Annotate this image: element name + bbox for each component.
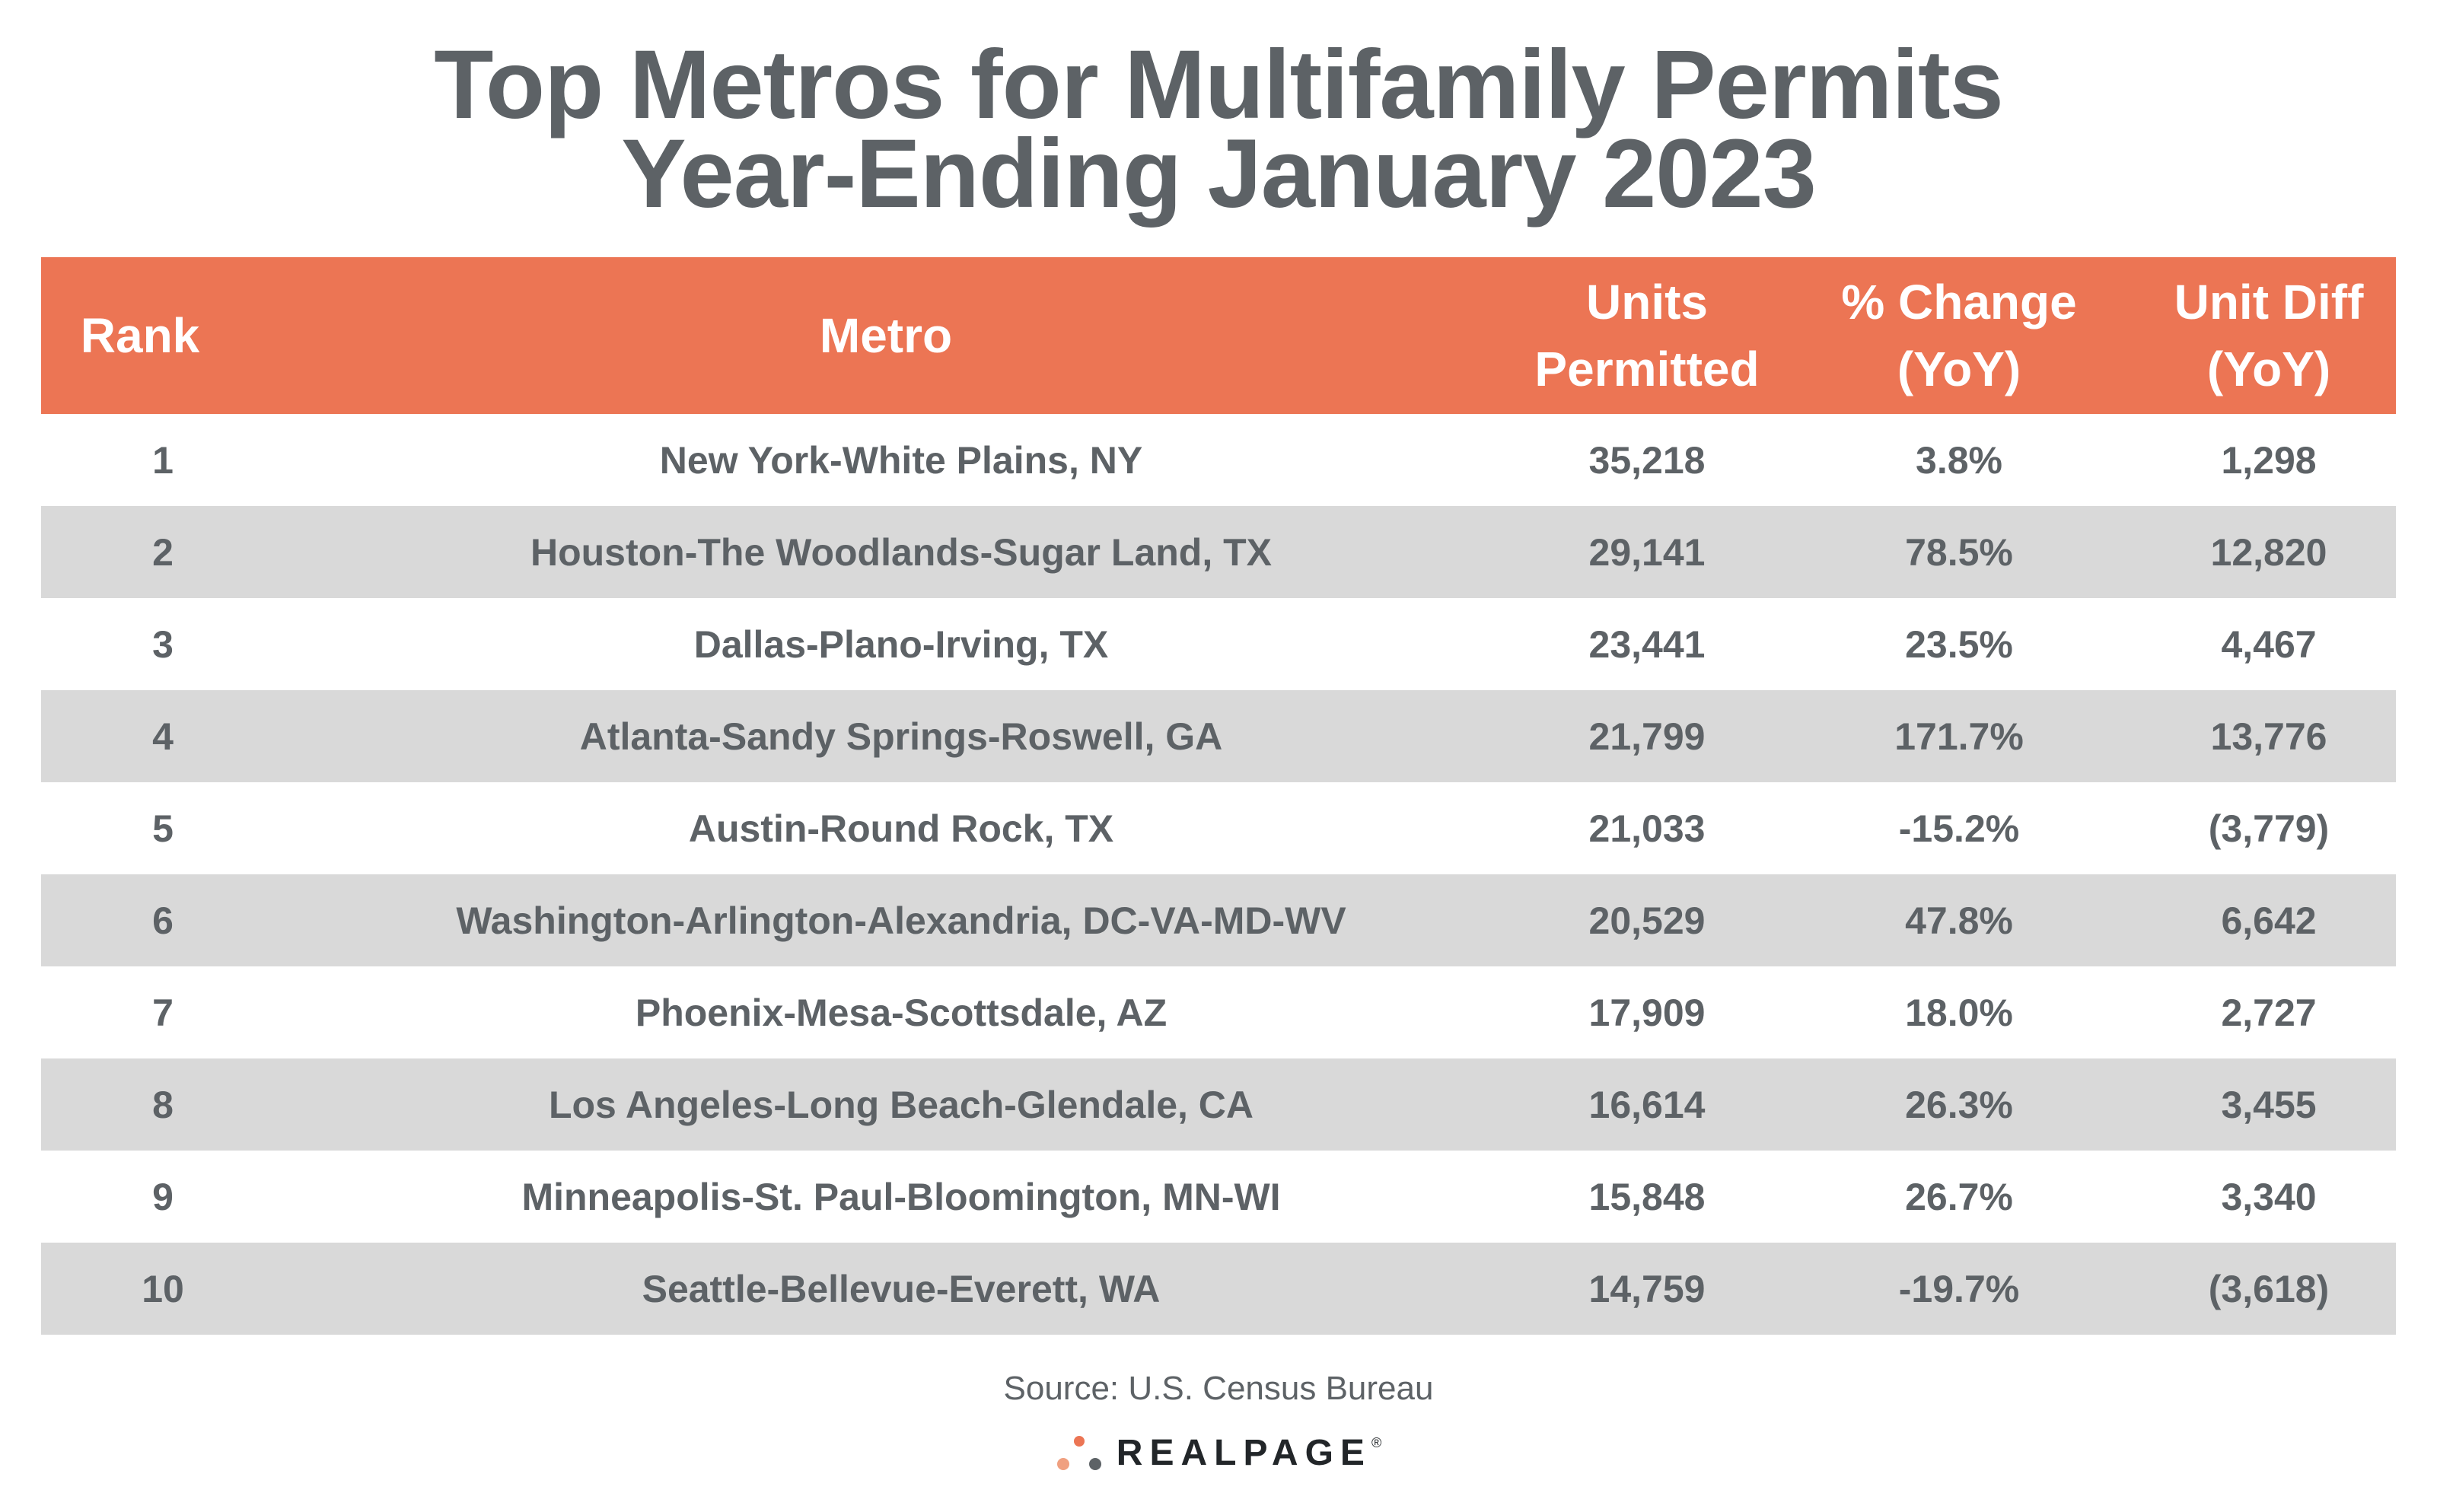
table-row: 4 Atlanta-Sandy Springs-Roswell, GA 21,799… (41, 690, 2396, 782)
units-permitted-cell: 21,799 (1588, 715, 1706, 758)
brand-dot (1073, 1435, 1085, 1447)
brand-dot (1056, 1457, 1069, 1470)
percent-change-cell: 26.7% (1905, 1175, 2013, 1218)
column-header-percent-change: % Change (YoY) (1841, 275, 2077, 396)
unit-diff-cell: 6,642 (2221, 899, 2317, 942)
unit-diff-cell: 1,298 (2221, 438, 2317, 482)
metro-cell: Washington-Arlington-Alexandria, DC-VA-M… (456, 899, 1346, 942)
metro-cell: New York-White Plains, NY (659, 438, 1143, 482)
rank-cell: 1 (152, 438, 174, 482)
table-row: 1 New York-White Plains, NY 35,218 3.8% 1,29… (41, 414, 2396, 506)
brand-logo: REALPAGE ® (0, 1432, 2437, 1474)
units-permitted-cell: 21,033 (1588, 807, 1706, 850)
column-header-rank: Rank (80, 308, 200, 363)
units-permitted-cell: 23,441 (1588, 622, 1706, 666)
units-permitted-cell: 17,909 (1588, 991, 1706, 1034)
percent-change-cell: -19.7% (1898, 1267, 2020, 1310)
units-permitted-cell: 14,759 (1588, 1267, 1706, 1310)
percent-change-cell: 3.8% (1916, 438, 2002, 482)
percent-change-cell: -15.2% (1898, 807, 2020, 850)
table-row: 8 Los Angeles-Long Beach-Glendale, CA 16,6… (41, 1058, 2396, 1151)
unit-diff-cell: 4,467 (2221, 622, 2317, 666)
percent-change-cell: 23.5% (1905, 622, 2013, 666)
metro-cell: Seattle-Bellevue-Everett, WA (642, 1267, 1161, 1310)
unit-diff-cell: 12,820 (2210, 530, 2327, 574)
metro-cell: Atlanta-Sandy Springs-Roswell, GA (579, 715, 1223, 758)
table-body: 1 New York-White Plains, NY 35,218 3.8% 1,29… (41, 414, 2396, 1335)
metro-cell: Los Angeles-Long Beach-Glendale, CA (548, 1083, 1254, 1126)
table-row: 7 Phoenix-Mesa-Scottsdale, AZ 17,909 18.0% 2… (41, 966, 2396, 1058)
rank-cell: 8 (152, 1083, 174, 1126)
rank-cell: 2 (152, 530, 174, 574)
table-row: 5 Austin-Round Rock, TX 21,033 -15.2% (3,779… (41, 782, 2396, 874)
metro-cell: Minneapolis-St. Paul-Bloomington, MN-WI (521, 1175, 1281, 1218)
percent-change-cell: 26.3% (1905, 1083, 2013, 1126)
rank-cell: 7 (152, 991, 174, 1034)
column-header-units-permitted: Units Permitted (1534, 275, 1760, 396)
source-note: Source: U.S. Census Bureau (1003, 1370, 1434, 1407)
metro-cell: Dallas-Plano-Irving, TX (693, 622, 1109, 666)
brand-registered-mark: ® (1371, 1435, 1382, 1450)
rank-cell: 9 (152, 1175, 174, 1218)
table-header-row: Rank Metro Units Permitted % Change (YoY… (41, 257, 2396, 414)
units-permitted-cell: 29,141 (1588, 530, 1706, 574)
unit-diff-cell: (3,779) (2208, 807, 2330, 850)
units-permitted-cell: 15,848 (1588, 1175, 1706, 1218)
table-row: 2 Houston-The Woodlands-Sugar Land, TX 29,… (41, 506, 2396, 598)
brand-dot (1088, 1457, 1101, 1470)
percent-change-cell: 171.7% (1894, 715, 2024, 758)
brand-name: REALPAGE (1116, 1433, 1371, 1473)
percent-change-cell: 47.8% (1905, 899, 2013, 942)
table-row: 6 Washington-Arlington-Alexandria, DC-VA-… (41, 874, 2396, 966)
percent-change-cell: 18.0% (1905, 991, 2013, 1034)
metro-cell: Phoenix-Mesa-Scottsdale, AZ (635, 991, 1168, 1034)
rank-cell: 3 (152, 622, 174, 666)
table-row: 10 Seattle-Bellevue-Everett, WA 14,759 -19.… (41, 1243, 2396, 1335)
rank-cell: 6 (152, 899, 174, 942)
rank-cell: 10 (142, 1267, 184, 1310)
realpage-dots-icon (1056, 1435, 1101, 1470)
column-header-unit-diff: Unit Diff (YoY) (2174, 275, 2364, 396)
chart-title-line-2: Year-Ending January 2023 (621, 119, 1817, 228)
table-row: 9 Minneapolis-St. Paul-Bloomington, MN-WI… (41, 1151, 2396, 1243)
units-permitted-cell: 20,529 (1588, 899, 1706, 942)
units-permitted-cell: 35,218 (1588, 438, 1706, 482)
table-row: 3 Dallas-Plano-Irving, TX 23,441 23.5% 4,467 (41, 598, 2396, 690)
unit-diff-cell: 13,776 (2210, 715, 2327, 758)
unit-diff-cell: (3,618) (2208, 1267, 2330, 1310)
chart-title-line-1: Top Metros for Multifamily Permits (434, 30, 2004, 139)
percent-change-cell: 78.5% (1905, 530, 2013, 574)
rank-cell: 5 (152, 807, 174, 850)
unit-diff-cell: 3,340 (2221, 1175, 2317, 1218)
metro-cell: Austin-Round Rock, TX (688, 807, 1114, 850)
unit-diff-cell: 3,455 (2221, 1083, 2317, 1126)
permits-table: Rank Metro Units Permitted % Change (YoY… (41, 257, 2396, 1335)
column-header-metro: Metro (819, 308, 953, 363)
rank-cell: 4 (152, 715, 174, 758)
units-permitted-cell: 16,614 (1588, 1083, 1706, 1126)
metro-cell: Houston-The Woodlands-Sugar Land, TX (530, 530, 1273, 574)
unit-diff-cell: 2,727 (2221, 991, 2317, 1034)
